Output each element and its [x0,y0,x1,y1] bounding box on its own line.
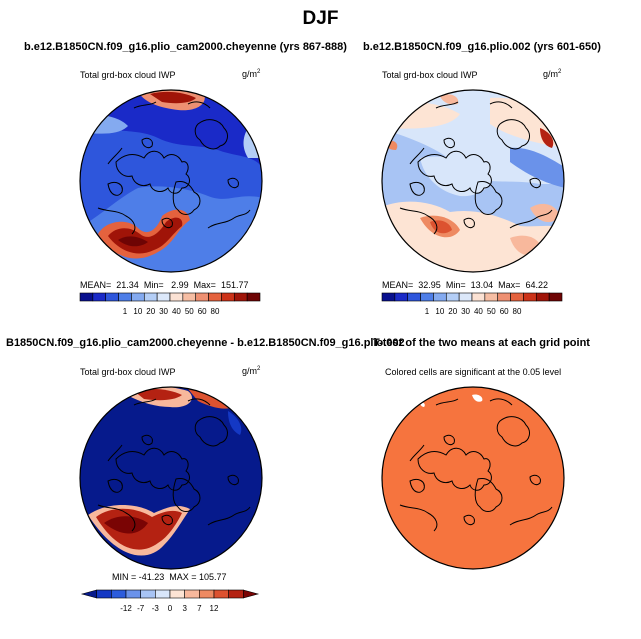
colorbar-tick-label: 60 [198,307,207,316]
colorbar-tick-label: 40 [172,307,181,316]
colorbar-tick-label: -12 [120,604,132,613]
panel-3-subtitle: Total grd-box cloud IWP [80,367,176,377]
colorbar-tick-label: 80 [513,307,522,316]
panel-3-map [79,386,263,570]
panel-3-colorbar: -12 -7 -3 0 3 7 12 [80,589,260,613]
panel-4-title: T-test of the two means at each grid poi… [373,337,590,349]
panel-1-title: b.e12.B1850CN.f09_g16.plio_cam2000.cheye… [24,41,347,53]
panel-1-colorbar: 1 10 20 30 40 50 60 80 [79,292,261,316]
panel-2-map [381,89,565,273]
colorbar-tick-label: 10 [435,307,444,316]
colorbar-tick-label: 20 [146,307,155,316]
colorbar-tick-label: 12 [210,604,219,613]
colorbar-tick-label: 7 [197,604,202,613]
colorbar-tick-label: 10 [133,307,142,316]
panel-2-subtitle: Total grd-box cloud IWP [382,70,478,80]
colorbar-tick-label: 1 [123,307,128,316]
colorbar-tick-label: 30 [159,307,168,316]
panel-2-colorbar: 1 10 20 30 40 50 60 80 [381,292,563,316]
colorbar-tick-label: 20 [448,307,457,316]
panel-1-units: g/m2 [242,69,261,79]
panel-1-map [79,89,263,273]
colorbar-tick-label: 30 [461,307,470,316]
panel-1-subtitle: Total grd-box cloud IWP [80,70,176,80]
figure-title: DJF [302,8,339,29]
colorbar-tick-label: 50 [487,307,496,316]
colorbar-tick-label: -3 [152,604,160,613]
colorbar-tick-label: 0 [168,604,173,613]
colorbar-tick-label: 60 [500,307,509,316]
panel-2-title: b.e12.B1850CN.f09_g16.plio.002 (yrs 601-… [363,41,601,53]
panel-3-title: B1850CN.f09_g16.plio_cam2000.cheyenne - … [6,337,405,349]
panel-2-units: g/m2 [543,69,562,79]
panel-4-map [381,386,565,570]
colorbar-tick-label: 1 [425,307,430,316]
panel-4-subtitle: Colored cells are significant at the 0.0… [385,367,562,377]
colorbar-tick-label: 50 [185,307,194,316]
panel-1-stats: MEAN= 21.34 Min= 2.99 Max= 151.77 [80,280,249,290]
colorbar-tick-label: -7 [137,604,145,613]
panel-3-units: g/m2 [242,366,261,376]
panel-2-stats: MEAN= 32.95 Min= 13.04 Max= 64.22 [382,280,548,290]
colorbar-tick-label: 40 [474,307,483,316]
colorbar-tick-label: 80 [211,307,220,316]
colorbar-tick-label: 3 [182,604,187,613]
panel-3-stats: MIN = -41.23 MAX = 105.77 [112,572,227,582]
